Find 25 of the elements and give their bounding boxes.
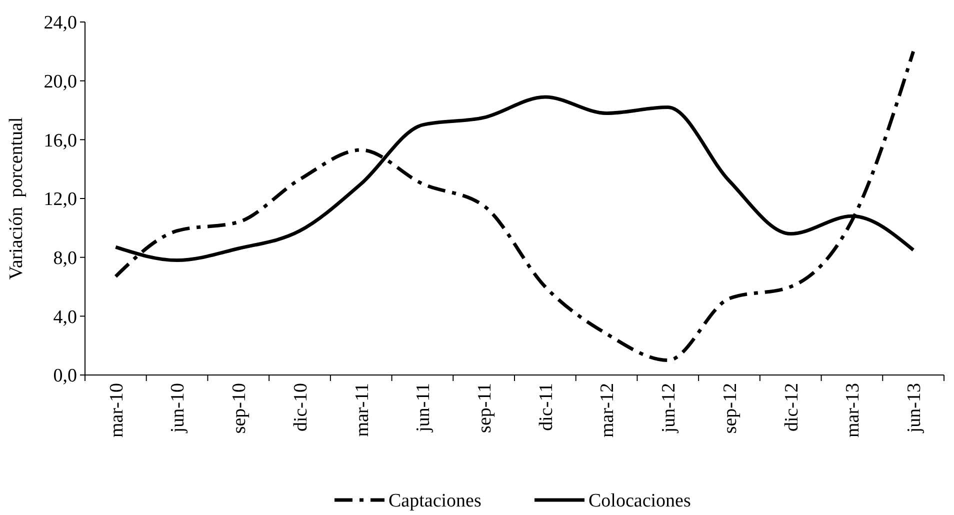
x-tick-label: jun-12 — [658, 383, 680, 434]
legend-label: Captaciones — [388, 490, 482, 512]
x-tick-label: sep-12 — [720, 383, 741, 434]
y-tick-label: 12,0 — [44, 189, 77, 210]
y-axis-title: Variación porcentual — [6, 117, 27, 280]
x-tick-label: mar-12 — [597, 383, 618, 438]
y-tick-label: 24,0 — [44, 12, 77, 34]
legend-label: Colocaciones — [588, 490, 691, 512]
y-tick-label: 8,0 — [53, 248, 77, 269]
x-tick-label: mar-11 — [352, 383, 373, 437]
x-tick-label: dic-10 — [290, 383, 312, 432]
x-tick-label: dic-11 — [536, 383, 557, 431]
x-tick-label: jun-10 — [168, 383, 189, 434]
x-tick-label: sep-11 — [474, 383, 496, 433]
y-tick-label: 4,0 — [53, 306, 77, 328]
x-tick-label: jun-11 — [413, 383, 434, 433]
line-series — [114, 50, 916, 362]
y-tick-label: 16,0 — [44, 130, 77, 152]
y-tick-label: 20,0 — [44, 71, 77, 92]
y-tick-label: 0,0 — [53, 366, 77, 387]
x-tick-label: jun-13 — [904, 383, 925, 434]
x-tick-label: dic-12 — [781, 383, 802, 432]
x-tick-label: mar-13 — [842, 383, 864, 438]
x-tick-label: sep-10 — [229, 383, 250, 434]
x-tick-label: mar-10 — [106, 383, 128, 438]
